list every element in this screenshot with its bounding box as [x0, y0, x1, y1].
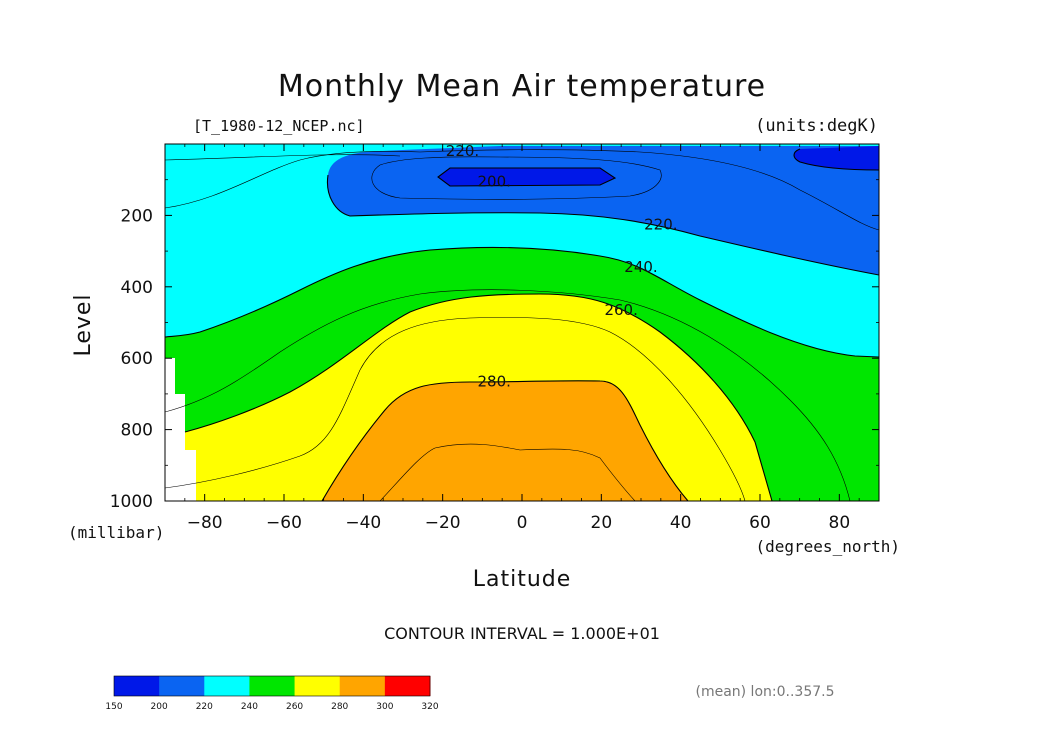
isotherm-200-corner	[793, 148, 879, 171]
contour-label: 220.	[644, 215, 677, 233]
isotherm-280	[321, 380, 689, 501]
colorbar-tick-label: 200	[151, 702, 168, 712]
contour-fills	[165, 144, 879, 501]
x-units-label: (degrees_north)	[756, 537, 901, 556]
x-tick-label: 80	[829, 513, 851, 533]
contour-line-6	[165, 154, 401, 161]
contour-label: 200.	[478, 172, 511, 190]
colorbar-swatch	[114, 676, 160, 696]
x-tick-label: 60	[749, 513, 771, 533]
isotherm-200	[437, 167, 617, 187]
contour-label: 260.	[604, 301, 637, 319]
contour-line-1	[165, 150, 421, 209]
x-tick-label: −40	[345, 513, 381, 533]
contour-line-2	[419, 149, 879, 231]
colorbar-swatch	[249, 676, 296, 696]
isotherm-240	[165, 246, 879, 358]
y-tick-label: 200	[121, 206, 153, 226]
y-tick-label: 400	[121, 278, 153, 298]
contour-lines	[165, 148, 879, 501]
colorbar-tick-label: 150	[105, 702, 122, 712]
contour-interval-label: CONTOUR INTERVAL = 1.000E+01	[384, 624, 660, 643]
y-axis-title: Level	[71, 293, 96, 356]
x-tick-label: −80	[187, 513, 223, 533]
footnote-label: (mean) lon:0..357.5	[695, 684, 834, 700]
t200-corner-region	[794, 146, 879, 170]
y-tick-label: 600	[121, 349, 153, 369]
colorbar-tick-label: 280	[331, 702, 348, 712]
colorbar-tick-label: 300	[376, 702, 393, 712]
contour-line-4	[165, 317, 746, 501]
t300-region	[322, 380, 688, 501]
y-tick-label: 1000	[110, 492, 153, 512]
x-tick-label: −60	[266, 513, 302, 533]
contour-label: 280.	[478, 372, 511, 390]
colorbar-swatch	[294, 676, 341, 696]
contour-label: 240.	[624, 258, 657, 276]
x-tick-label: 20	[591, 513, 613, 533]
contour-line-5	[379, 443, 636, 501]
x-tick-label: 40	[670, 513, 692, 533]
y-tick-label: 800	[121, 421, 153, 441]
contour-line-3	[165, 289, 851, 501]
x-axis: −80 −60 −40 −20 0 20 40 60 80	[164, 144, 880, 533]
colorbar-frame	[113, 675, 431, 697]
y-axis: 200 400 600 800 1000	[110, 179, 879, 512]
x-tick-label: 0	[517, 513, 528, 533]
isotherm-220	[326, 174, 879, 276]
colorbar-tick-label: 220	[196, 702, 213, 712]
contour-label: 220.	[446, 142, 479, 160]
missing-region	[165, 358, 196, 501]
t200-region	[438, 168, 615, 186]
x-axis-title: Latitude	[473, 567, 572, 592]
colorbar-swatch	[384, 676, 431, 696]
colorbar-tick-label: 320	[421, 702, 438, 712]
file-label: [T_1980-12_NCEP.nc]	[193, 117, 365, 135]
x-tick-label: −20	[425, 513, 461, 533]
units-label: (units:degK)	[755, 116, 878, 136]
colorbar-swatch	[159, 676, 205, 696]
contour-labels: 220. 200. 220. 240. 260. 280.	[446, 142, 678, 390]
chart-title: Monthly Mean Air temperature	[278, 69, 766, 104]
isotherm-260	[184, 293, 773, 501]
contour-line-7	[371, 156, 662, 200]
colorbar: 150 200 220 240 260 280 300 320	[105, 675, 439, 712]
colorbar-tick-label: 260	[286, 702, 303, 712]
colorbar-tick-label: 240	[241, 702, 258, 712]
y-units-label: (millibar)	[68, 523, 164, 542]
colorbar-swatch	[339, 676, 386, 696]
colorbar-swatch	[204, 676, 250, 696]
